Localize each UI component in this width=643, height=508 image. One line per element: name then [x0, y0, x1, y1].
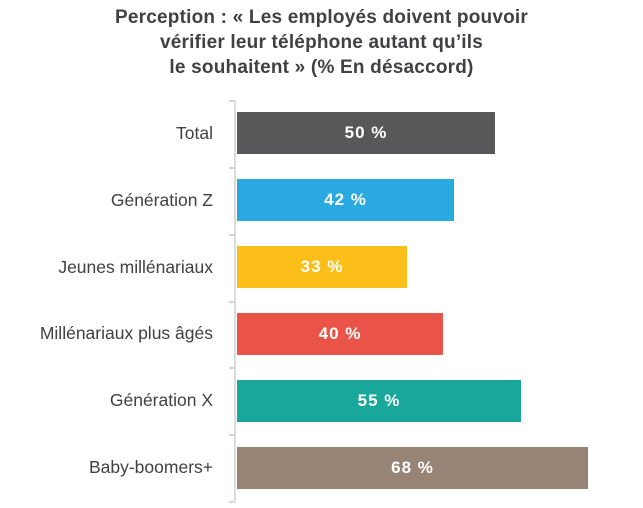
category-label: Millénariaux plus âgés: [39, 323, 213, 344]
axis-tick: [229, 367, 235, 370]
bar-value-label: 55 %: [357, 390, 401, 410]
bar-value-label: 40 %: [318, 323, 362, 343]
category-label: Jeunes millénariaux: [58, 256, 213, 277]
bar: 55 %: [237, 379, 521, 422]
bar-area: 33 %: [225, 234, 643, 301]
bar-value-label: 42 %: [324, 190, 367, 210]
bar: 40 %: [237, 312, 443, 355]
bar: 33 %: [237, 246, 407, 289]
chart-row: Baby-boomers+ 68 %: [0, 434, 643, 501]
bar: 42 %: [237, 179, 454, 222]
axis-tick: [229, 434, 235, 437]
axis-tick: [229, 501, 235, 503]
axis-tick: [229, 233, 235, 236]
bar-value-label: 50 %: [344, 123, 388, 143]
chart-row: Génération Z 42 %: [0, 167, 643, 234]
bar: 50 %: [237, 112, 495, 155]
bar-area: 40 %: [225, 300, 643, 367]
axis-tick: [229, 300, 235, 303]
category-label: Génération Z: [110, 189, 213, 210]
category-label: Total: [176, 122, 213, 143]
bar-value-label: 68 %: [391, 457, 434, 477]
category-label: Génération X: [109, 390, 213, 411]
chart-title: Perception : « Les employés doivent pouv…: [0, 5, 643, 80]
category-label: Baby-boomers+: [88, 457, 213, 478]
chart-title-line-3: le souhaitent » (% En désaccord): [169, 57, 474, 78]
chart-row: Total 50 %: [0, 100, 643, 167]
bar-area: 42 %: [225, 167, 643, 234]
chart-title-line-2: vérifier leur téléphone autant qu’ils: [159, 32, 484, 53]
bar-chart-plot-area: Total 50 % Génération Z 42 % Jeunes mill…: [0, 100, 643, 501]
axis-tick: [229, 100, 235, 102]
category-axis-line: [234, 100, 236, 501]
bar-area: 55 %: [225, 367, 643, 434]
bar-area: 50 %: [225, 100, 643, 167]
chart-row: Millénariaux plus âgés 40 %: [0, 300, 643, 367]
bar-area: 68 %: [225, 434, 643, 501]
axis-tick: [229, 166, 235, 169]
chart-row: Génération X 55 %: [0, 367, 643, 434]
bar: 68 %: [237, 446, 588, 489]
chart-title-line-1: Perception : « Les employés doivent pouv…: [115, 7, 528, 28]
bar-value-label: 33 %: [300, 257, 344, 277]
chart-row: Jeunes millénariaux 33 %: [0, 234, 643, 301]
